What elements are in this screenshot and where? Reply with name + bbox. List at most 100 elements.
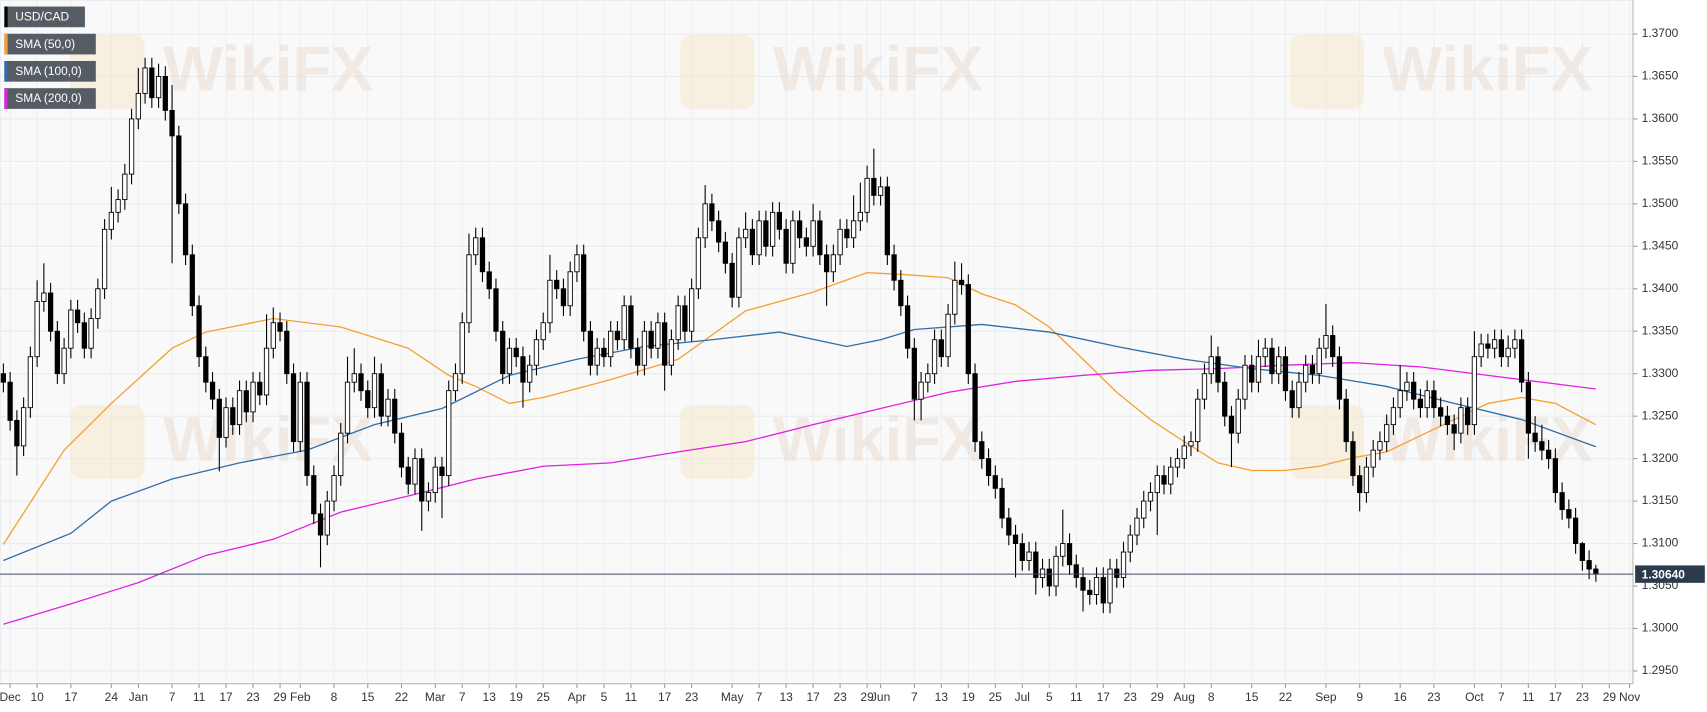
x-tick-label: Jan xyxy=(129,690,148,704)
x-tick-label: 17 xyxy=(64,690,78,704)
x-tick-label: 7 xyxy=(756,690,763,704)
candle-body xyxy=(1485,343,1491,349)
legend-box xyxy=(4,60,96,82)
candle-body xyxy=(473,237,479,256)
y-tick-label: 1.3400 xyxy=(1642,281,1679,295)
candle-body xyxy=(527,364,533,383)
candle-body xyxy=(931,339,938,375)
candle-body xyxy=(533,339,540,366)
x-tick-label: Nov xyxy=(1619,690,1640,704)
candle-body xyxy=(1093,577,1100,595)
candle-body xyxy=(1303,364,1309,383)
candle-body xyxy=(1100,577,1106,604)
candle-body xyxy=(115,199,121,213)
candle-body xyxy=(817,220,823,256)
x-tick-label: 13 xyxy=(935,690,949,704)
candle-body xyxy=(1120,551,1127,578)
candle-body xyxy=(500,330,506,375)
candle-body xyxy=(722,241,729,264)
candle-body xyxy=(844,228,850,239)
x-tick-label: 11 xyxy=(1522,690,1535,704)
x-tick-label: 29 xyxy=(1151,690,1165,704)
candle-body xyxy=(230,407,236,426)
candle-body xyxy=(540,322,546,341)
candle-body xyxy=(1235,398,1241,434)
candle-body xyxy=(54,330,60,375)
y-tick-label: 1.3700 xyxy=(1642,26,1679,40)
candle-body xyxy=(702,203,708,239)
y-tick-label: 1.3100 xyxy=(1642,536,1679,550)
candle-body xyxy=(695,237,702,290)
candle-body xyxy=(324,500,330,536)
candle-body xyxy=(317,513,324,536)
candle-body xyxy=(938,339,944,358)
y-tick-label: 1.3300 xyxy=(1642,366,1679,380)
candle-body xyxy=(142,67,148,94)
candle-body xyxy=(1384,424,1390,443)
candle-body xyxy=(608,330,614,358)
candle-body xyxy=(1330,335,1336,358)
candle-body xyxy=(1363,466,1370,494)
candle-body xyxy=(635,347,641,366)
candle-body xyxy=(621,305,627,341)
candle-body xyxy=(1060,543,1066,557)
candle-body xyxy=(74,309,81,324)
candle-body xyxy=(1242,364,1248,400)
candle-body xyxy=(182,203,189,256)
x-tick-label: Feb xyxy=(290,690,311,704)
candle-body xyxy=(1262,347,1268,358)
candle-body xyxy=(439,466,445,477)
candle-body xyxy=(203,356,209,383)
candle-body xyxy=(1586,560,1592,570)
candle-body xyxy=(385,398,391,417)
legend: USD/CAD SMA (50,0) SMA (100,0) SMA (200,0) xyxy=(4,6,96,109)
candle-body xyxy=(1444,415,1451,426)
legend-swatch xyxy=(4,88,8,109)
candle-body xyxy=(493,288,499,332)
x-tick-label: 9 xyxy=(1356,690,1363,704)
candle-body xyxy=(749,228,756,256)
x-tick-label: 17 xyxy=(806,690,820,704)
candle-body xyxy=(1350,441,1356,477)
x-tick-label: 7 xyxy=(169,690,176,704)
candle-body xyxy=(945,313,951,358)
candle-body xyxy=(81,322,87,349)
watermark-logo xyxy=(680,404,755,480)
candle-body xyxy=(925,373,931,383)
candle-body xyxy=(756,220,762,256)
candle-body xyxy=(1296,381,1302,409)
candle-body xyxy=(1451,424,1457,434)
candle-body xyxy=(169,109,175,137)
x-tick-label: 24 xyxy=(105,690,119,704)
candle-body xyxy=(1276,356,1282,375)
candle-body xyxy=(763,220,769,247)
candle-body xyxy=(223,407,229,438)
candle-body xyxy=(108,211,114,230)
candle-body xyxy=(250,381,256,413)
candle-body xyxy=(716,220,722,243)
candle-body xyxy=(520,356,526,383)
legend-swatch xyxy=(4,6,8,28)
x-tick-label: Jul xyxy=(1015,690,1030,704)
x-tick-label: 7 xyxy=(1498,690,1505,704)
candle-body xyxy=(1559,492,1565,511)
candle-body xyxy=(662,322,668,366)
candle-body xyxy=(655,322,661,349)
candle-body xyxy=(358,373,364,392)
candle-body xyxy=(290,373,297,443)
candle-body xyxy=(27,356,33,409)
candle-body xyxy=(20,407,27,447)
candle-body xyxy=(392,398,398,434)
candle-body xyxy=(189,254,195,307)
candle-body xyxy=(1208,356,1214,375)
candle-body xyxy=(1458,407,1464,434)
candle-body xyxy=(1478,343,1484,358)
candle-body xyxy=(7,381,13,421)
candle-body xyxy=(68,309,74,349)
candle-body xyxy=(128,118,135,175)
candle-body xyxy=(412,458,418,485)
candle-body xyxy=(1134,517,1140,536)
candle-body xyxy=(236,390,243,426)
candle-body xyxy=(1492,339,1498,349)
watermark-logo xyxy=(70,404,145,480)
